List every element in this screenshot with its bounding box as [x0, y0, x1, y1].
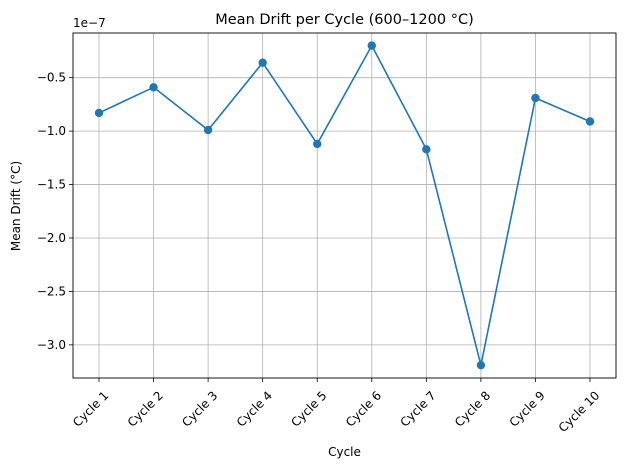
y-tick-label: −2.5: [37, 284, 66, 298]
data-point: [422, 145, 431, 154]
data-point: [531, 93, 540, 103]
series-line: [94, 41, 595, 370]
axes: [72, 32, 617, 379]
x-axis-label: Cycle: [328, 445, 361, 459]
grid: [73, 33, 616, 378]
chart-title: Mean Drift per Cycle (600–1200 °C): [215, 12, 473, 28]
y-tick-label: −1.5: [37, 178, 66, 192]
data-point: [149, 83, 158, 92]
y-tick-label: −0.5: [37, 71, 66, 85]
data-point: [367, 41, 376, 50]
data-point: [203, 125, 213, 135]
series-polyline: [98, 44, 591, 366]
data-point: [476, 360, 486, 370]
plot-frame: [72, 32, 617, 379]
data-point: [94, 108, 104, 118]
y-tick-label: −1.0: [37, 124, 66, 138]
y-axis-label: Mean Drift (°C): [9, 161, 23, 251]
data-point: [258, 58, 267, 67]
y-tick-label: −3.0: [37, 338, 66, 352]
data-point: [313, 139, 322, 149]
y-axis-offset-label: 1e−7: [73, 16, 106, 30]
y-tick-label: −2.0: [37, 231, 66, 245]
data-point: [585, 117, 595, 126]
